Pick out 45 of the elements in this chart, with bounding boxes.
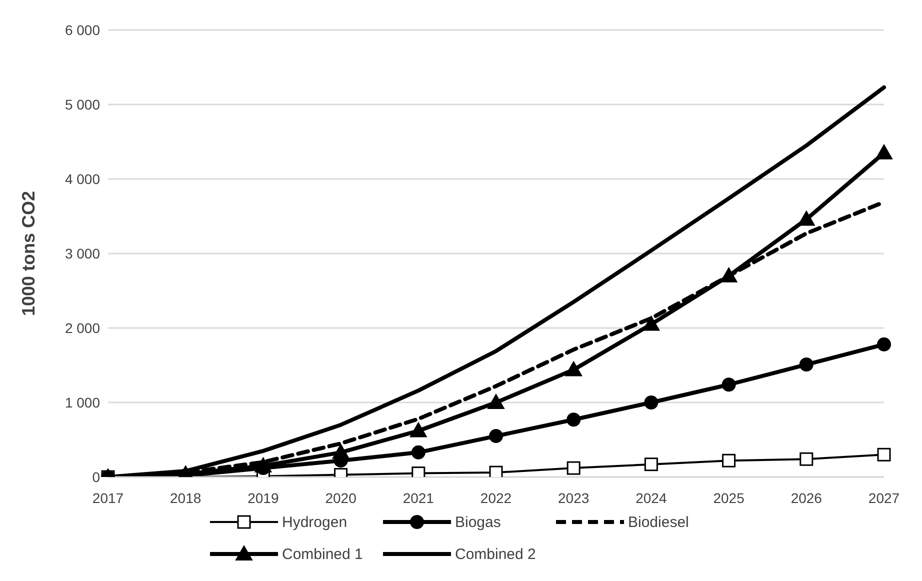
- y-tick-label: 5 000: [64, 96, 100, 112]
- point: [489, 429, 503, 444]
- x-tick-label: 2019: [248, 490, 279, 506]
- y-tick-label: 2 000: [64, 320, 100, 336]
- point: [876, 144, 892, 160]
- point: [799, 358, 814, 372]
- point: [642, 316, 660, 331]
- x-tick-label: 2022: [480, 490, 512, 506]
- point: [488, 394, 504, 409]
- legend-label: Combined 1: [282, 546, 363, 562]
- point: [566, 412, 581, 427]
- y-tick-label: 6 000: [64, 22, 100, 38]
- x-tick-label: 2017: [92, 490, 124, 506]
- point: [644, 396, 658, 410]
- y-axis-title: 1000 tons CO2: [18, 190, 38, 316]
- point: [410, 422, 427, 438]
- point: [565, 361, 582, 376]
- point: [722, 454, 736, 468]
- x-tick-label: 2018: [170, 490, 202, 506]
- x-tick-label: 2027: [868, 490, 900, 506]
- legend-label: Combined 2: [455, 546, 536, 562]
- x-tick-label: 2023: [558, 490, 590, 506]
- point: [877, 337, 891, 352]
- point: [254, 457, 272, 472]
- legend-label: Hydrogen: [282, 514, 348, 530]
- point: [566, 461, 580, 475]
- point: [489, 466, 503, 477]
- x-tick-label: 2020: [325, 490, 357, 506]
- x-tick-label: 2024: [636, 490, 667, 506]
- legend-label: Biogas: [455, 514, 501, 530]
- point: [877, 448, 891, 462]
- point: [644, 458, 658, 472]
- x-tick-label: 2025: [713, 490, 745, 506]
- point: [798, 210, 815, 226]
- point: [800, 452, 814, 466]
- y-tick-label: 0: [92, 468, 100, 485]
- point: [411, 445, 426, 460]
- legend-label: Biodiesel: [628, 514, 689, 530]
- x-tick-label: 2026: [790, 490, 822, 506]
- point: [332, 444, 350, 459]
- point: [722, 378, 736, 392]
- y-tick-label: 1 000: [64, 394, 100, 410]
- y-tick-label: 4 000: [64, 170, 100, 187]
- y-tick-label: 3 000: [64, 245, 100, 262]
- x-tick-label: 2021: [402, 490, 434, 506]
